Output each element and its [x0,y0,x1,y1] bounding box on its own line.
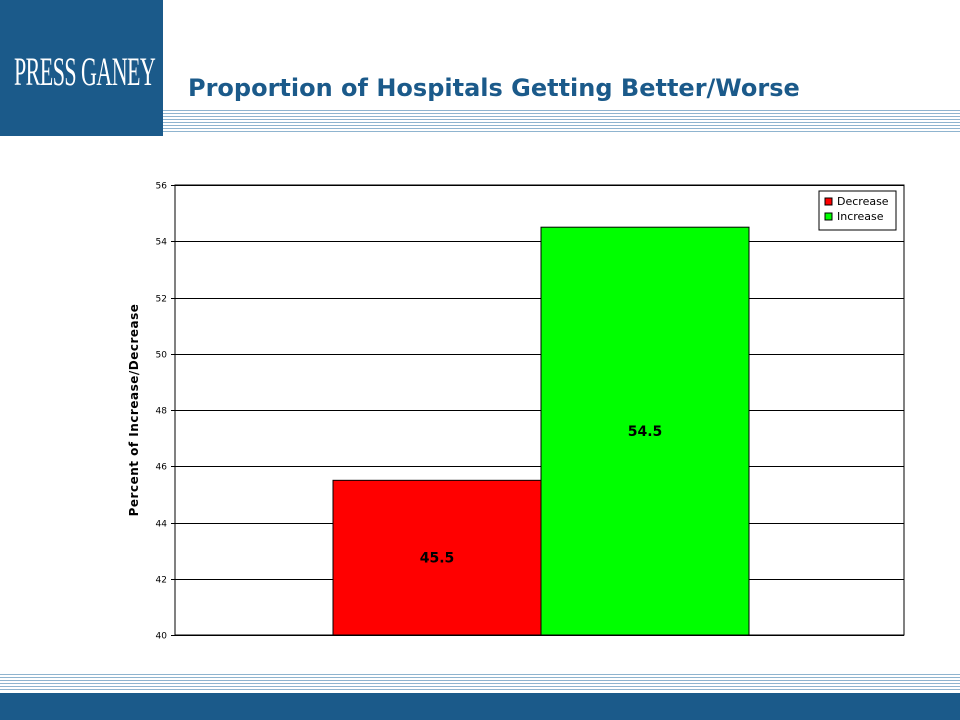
legend-label-increase: Increase [837,210,884,223]
y-tick-label: 54 [156,238,168,248]
page-title: Proportion of Hospitals Getting Better/W… [188,74,800,102]
header-divider [163,110,960,134]
y-tick-label: 48 [156,407,168,417]
footer-bar [0,693,960,720]
data-label-decrease: 45.5 [420,551,455,567]
legend-swatch-increase [824,212,833,221]
legend-label-decrease: Decrease [837,195,889,208]
y-axis-title: Percent of Increase/Decrease [127,304,141,517]
data-label-increase: 54.5 [628,424,663,440]
legend-swatch-decrease [824,197,833,206]
y-tick-label: 42 [156,576,167,586]
y-tick-label: 50 [156,351,168,361]
press-ganey-logo: PRESS GANEY [0,0,163,136]
y-tick-label: 46 [156,463,168,473]
bar-decrease [332,479,542,636]
y-tick-label: 52 [156,295,167,305]
y-tick-label: 56 [156,182,168,192]
y-tick-label: 44 [156,520,168,530]
bar-increase [540,226,750,636]
footer-divider [0,674,960,692]
y-tick-label: 40 [156,632,168,642]
